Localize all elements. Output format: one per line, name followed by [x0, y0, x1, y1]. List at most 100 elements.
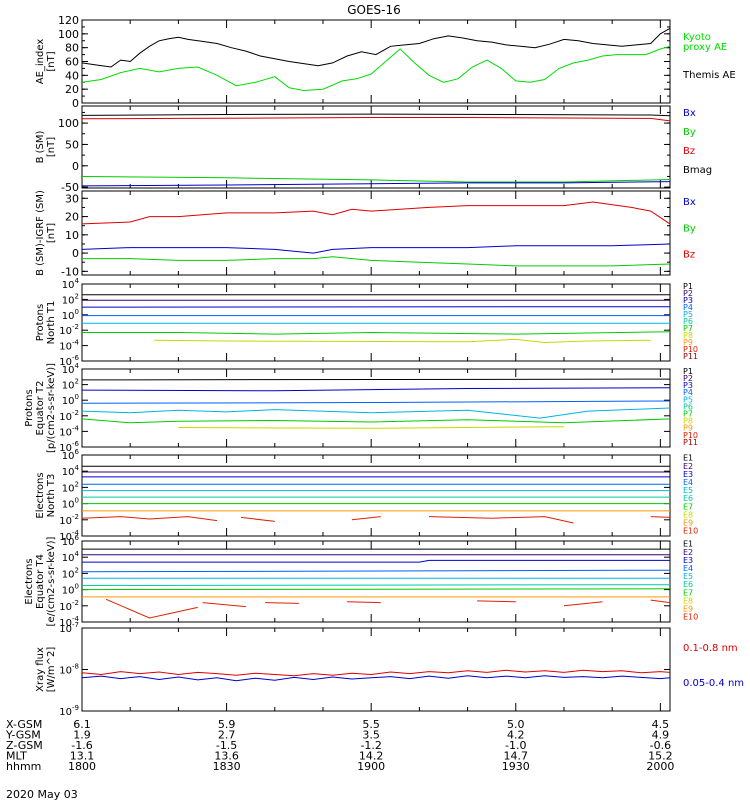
panel-frame — [81, 540, 671, 623]
series-line — [265, 602, 299, 604]
legend-label: E7 — [683, 588, 693, 597]
y-tick-label: 20 — [65, 211, 79, 224]
series-line — [81, 669, 671, 677]
legend-label: 0.05-0.4 nm — [683, 678, 744, 689]
legend-label: E5 — [683, 486, 693, 495]
y-tick-label: 100 — [58, 117, 79, 130]
y-tick-label: 104 — [62, 362, 80, 376]
series-line — [81, 387, 671, 392]
panel-bigrf: -10 0 10 20 30 B (SM)-IGRF (SM) [nT] Bx By Bz — [35, 190, 696, 278]
y-tick-label: 10 — [65, 229, 79, 242]
series-line — [81, 243, 671, 254]
legend-label: E6 — [683, 580, 693, 589]
x-axis-value: -1.0 — [505, 739, 526, 752]
y-axis-label: Electrons — [24, 558, 35, 604]
y-tick-label: 30 — [65, 192, 79, 205]
x-axis-value: 1830 — [213, 760, 241, 773]
x-axis-value: 1800 — [68, 760, 96, 773]
legend-label: E8 — [683, 596, 693, 605]
series-line — [650, 516, 671, 518]
x-axis-value: 4.5 — [652, 718, 670, 731]
legend-label: P3 — [683, 296, 693, 305]
legend-label: E5 — [683, 572, 693, 581]
y-axis-label: Protons — [35, 304, 46, 341]
panel-frame — [81, 454, 671, 537]
y-tick-label: 10-7 — [59, 621, 79, 635]
legend-label: By — [683, 127, 696, 138]
y-tick-label: 102 — [62, 292, 79, 306]
y-axis-label: B (SM)-IGRF (SM) — [35, 190, 46, 276]
series-line — [650, 599, 671, 604]
series-line — [81, 588, 671, 591]
y-tick-label: 10-2 — [59, 513, 79, 527]
y-axis-label: Protons — [24, 389, 35, 426]
y-tick-label: 10-8 — [59, 663, 79, 677]
y-tick-label: 120 — [58, 14, 79, 27]
series-line — [81, 27, 671, 68]
y-tick-label: 10-2 — [59, 409, 79, 423]
y-axis-label: North T3 — [46, 474, 57, 518]
y-tick-label: 100 — [62, 583, 79, 597]
legend-label: E9 — [683, 518, 693, 527]
x-axis-row-label: Z-GSM — [6, 739, 43, 752]
legend-label: P7 — [683, 410, 693, 419]
series-line — [82, 256, 671, 267]
x-axis-value: -1.5 — [216, 739, 237, 752]
legend-label: E1 — [683, 540, 693, 549]
y-axis-label: [nT] — [46, 137, 57, 157]
x-axis-value: 13.6 — [214, 750, 239, 763]
y-tick-label: 104 — [62, 550, 80, 564]
legend-label: P2 — [683, 374, 693, 383]
y-tick-label: 0 — [72, 247, 79, 260]
panel-xray: 10-9 10-8 10-7 Xray flux [W/m^2] 0.1-0.8 nm 0.… — [35, 621, 744, 718]
series-line — [81, 181, 671, 187]
legend-label: E10 — [683, 613, 698, 622]
x-axis-row-label: MLT — [6, 750, 27, 763]
y-tick-label: 0 — [72, 160, 79, 173]
legend-label: Bz — [683, 250, 695, 261]
series-line — [81, 407, 671, 419]
page-title: GOES-16 — [347, 3, 401, 17]
legend-label: P2 — [683, 289, 693, 298]
series-line — [81, 584, 671, 586]
y-axis-label: AE_index — [35, 39, 46, 85]
legend-label: Bx — [683, 197, 696, 208]
y-axis-label: Xray flux — [35, 647, 46, 692]
legend-label: By — [683, 223, 696, 234]
y-tick-label: 10-6 — [59, 440, 79, 454]
legend-label: P9 — [683, 338, 693, 347]
x-axis-value: -0.6 — [650, 739, 671, 752]
x-axis-row-label: hhmm — [6, 760, 41, 773]
legend-label: Themis AE — [682, 70, 736, 81]
y-axis-label: Equator T4 — [35, 554, 46, 609]
x-axis-value: 6.1 — [73, 718, 91, 731]
x-axis-value: 14.7 — [504, 750, 529, 763]
legend-label: P11 — [683, 438, 698, 447]
series-line — [81, 418, 671, 424]
legend-label: E2 — [683, 548, 693, 557]
series-line — [81, 378, 671, 381]
legend-label: E4 — [683, 564, 693, 573]
legend-label: P11 — [683, 352, 698, 361]
series-line — [428, 516, 574, 524]
legend-label: E1 — [683, 454, 693, 463]
x-axis-value: 1900 — [357, 760, 385, 773]
x-axis-value: 1.9 — [73, 729, 91, 742]
legend-label: P6 — [683, 317, 693, 326]
legend-label: P6 — [683, 402, 693, 411]
series-line — [81, 176, 671, 183]
y-tick-label: 10-4 — [59, 339, 79, 353]
legend-label: E9 — [683, 604, 693, 613]
y-tick-label: 104 — [62, 277, 80, 291]
y-tick-label: 10-4 — [59, 529, 79, 543]
legend-label: Bz — [683, 146, 695, 157]
series-line — [81, 201, 671, 225]
x-axis-value: 5.5 — [362, 718, 380, 731]
y-tick-label: 10-9 — [59, 704, 79, 718]
series-line — [351, 516, 381, 521]
legend-label: E4 — [683, 478, 693, 487]
